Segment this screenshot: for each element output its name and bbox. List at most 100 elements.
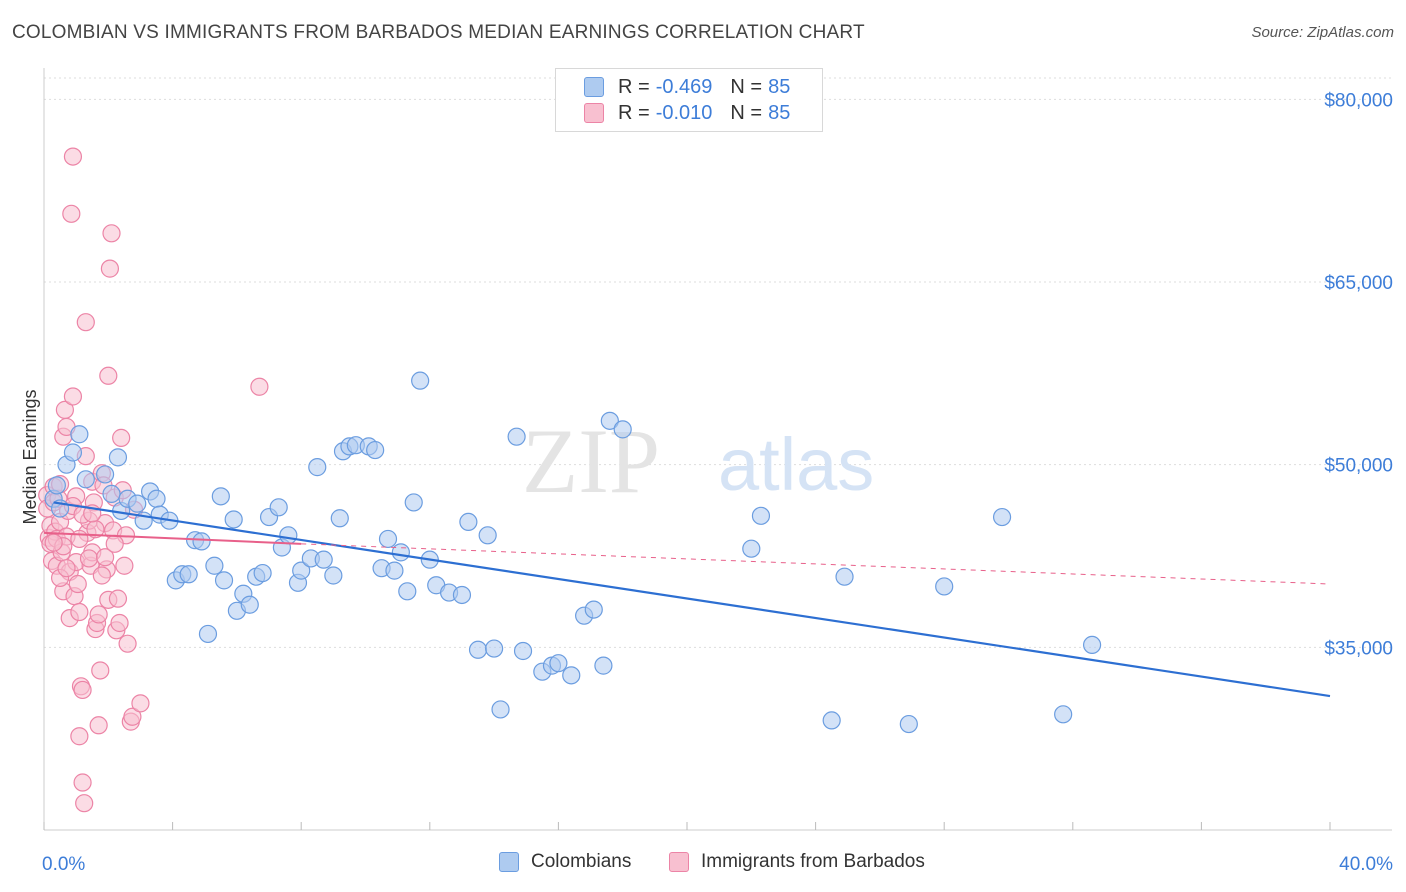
data-point-colombians bbox=[513, 641, 533, 661]
data-point-barbados bbox=[91, 661, 110, 680]
x-tick-label: 40.0% bbox=[1339, 854, 1393, 875]
data-point-barbados bbox=[73, 773, 92, 792]
data-point-barbados bbox=[118, 634, 137, 653]
data-point-barbados bbox=[115, 556, 134, 575]
data-point-colombians bbox=[179, 565, 198, 584]
data-point-colombians bbox=[935, 577, 954, 596]
data-point-colombians bbox=[1054, 705, 1073, 724]
data-point-colombians bbox=[899, 714, 918, 734]
legend-row-barbados: R = -0.010 N = 85 bbox=[584, 100, 790, 126]
data-point-colombians bbox=[584, 600, 603, 619]
data-point-colombians bbox=[835, 567, 854, 586]
data-point-colombians bbox=[1082, 635, 1102, 655]
data-point-colombians bbox=[385, 561, 404, 580]
data-point-colombians bbox=[594, 656, 613, 675]
trend-lines bbox=[43, 501, 1331, 698]
data-point-colombians bbox=[269, 498, 288, 517]
data-point-colombians bbox=[70, 425, 89, 444]
legend-r-label: R = bbox=[618, 101, 650, 124]
data-point-colombians bbox=[478, 526, 497, 545]
legend-swatch-blue bbox=[499, 852, 519, 872]
legend-n-label: N = bbox=[730, 75, 763, 98]
legend-label: Colombians bbox=[531, 851, 632, 872]
data-point-barbados bbox=[123, 707, 142, 726]
data-point-colombians bbox=[468, 640, 488, 659]
data-point-barbados bbox=[112, 428, 131, 447]
data-point-barbados bbox=[70, 727, 89, 746]
data-point-barbados bbox=[76, 313, 95, 332]
data-point-colombians bbox=[742, 539, 761, 558]
trend-line-barbados-dashed bbox=[301, 543, 1331, 585]
data-point-colombians bbox=[391, 543, 410, 562]
legend-n-label: N = bbox=[730, 101, 763, 124]
data-point-colombians bbox=[992, 507, 1012, 527]
watermark-zip: ZIP bbox=[522, 410, 660, 512]
legend-swatch-pink bbox=[584, 103, 604, 123]
data-point-colombians bbox=[330, 509, 349, 528]
data-point-barbados bbox=[100, 259, 120, 278]
legend-swatch-pink bbox=[669, 852, 689, 872]
data-point-barbados bbox=[95, 548, 115, 567]
data-point-colombians bbox=[324, 566, 343, 585]
data-point-colombians bbox=[224, 510, 243, 529]
y-tick-label: $65,000 bbox=[1324, 273, 1393, 294]
y-axis-title: Median Earnings bbox=[20, 389, 40, 524]
watermark: ZIP atlas bbox=[522, 410, 874, 512]
trend-line-colombians bbox=[53, 501, 1331, 698]
data-point-colombians bbox=[253, 563, 272, 583]
data-point-colombians bbox=[751, 506, 771, 525]
data-point-colombians bbox=[47, 476, 66, 495]
series-legend: Colombians Immigrants from Barbados bbox=[0, 851, 1406, 879]
data-point-barbados bbox=[57, 559, 76, 578]
data-point-colombians bbox=[102, 484, 121, 504]
legend-row-colombians: R = -0.469 N = 85 bbox=[584, 74, 790, 100]
axis-labels: $35,000 $50,000 $65,000 $80,000 0.0% 40.0% bbox=[42, 90, 1393, 875]
legend-r-label: R = bbox=[618, 75, 650, 98]
data-point-colombians bbox=[240, 595, 259, 614]
legend-label: Immigrants from Barbados bbox=[701, 851, 925, 872]
trend-line-barbados bbox=[43, 531, 302, 545]
data-point-barbados bbox=[105, 534, 124, 553]
data-point-colombians bbox=[76, 470, 95, 489]
data-point-barbados bbox=[63, 147, 83, 166]
legend-r-value: -0.010 bbox=[655, 101, 713, 124]
data-point-barbados bbox=[99, 366, 118, 385]
y-tick-label: $50,000 bbox=[1324, 456, 1393, 477]
data-point-barbados bbox=[44, 533, 63, 552]
data-point-barbados bbox=[92, 566, 111, 585]
data-point-colombians bbox=[63, 443, 83, 462]
data-point-colombians bbox=[507, 427, 526, 446]
data-point-barbados bbox=[89, 605, 108, 624]
data-point-barbados bbox=[63, 387, 83, 406]
data-point-colombians bbox=[147, 489, 166, 508]
data-point-colombians bbox=[411, 371, 430, 390]
data-point-barbados bbox=[70, 529, 89, 549]
data-point-barbados bbox=[62, 204, 81, 223]
data-point-barbados bbox=[102, 224, 121, 243]
data-point-colombians bbox=[292, 561, 311, 580]
grid-lines bbox=[44, 77, 1392, 648]
data-point-colombians bbox=[378, 529, 398, 549]
data-point-colombians bbox=[95, 465, 115, 484]
data-point-barbados bbox=[110, 613, 129, 633]
data-point-barbados bbox=[70, 602, 89, 622]
legend-swatch-blue bbox=[584, 77, 604, 97]
data-point-colombians bbox=[822, 711, 841, 730]
legend-n-value: 85 bbox=[768, 75, 791, 98]
axes bbox=[43, 68, 1392, 831]
data-point-colombians bbox=[600, 411, 619, 430]
series-colombians-points bbox=[44, 371, 1102, 734]
data-point-colombians bbox=[562, 666, 581, 685]
chart-source: Source: ZipAtlas.com bbox=[1251, 24, 1394, 41]
data-point-barbados bbox=[89, 716, 108, 735]
data-point-colombians bbox=[214, 571, 234, 590]
data-point-barbados bbox=[250, 377, 269, 396]
data-point-barbados bbox=[73, 680, 92, 700]
data-point-colombians bbox=[613, 420, 632, 439]
data-point-barbados bbox=[75, 794, 94, 813]
data-point-colombians bbox=[491, 700, 510, 719]
data-point-colombians bbox=[549, 654, 568, 673]
data-point-colombians bbox=[366, 440, 385, 460]
y-tick-label: $80,000 bbox=[1324, 90, 1393, 111]
